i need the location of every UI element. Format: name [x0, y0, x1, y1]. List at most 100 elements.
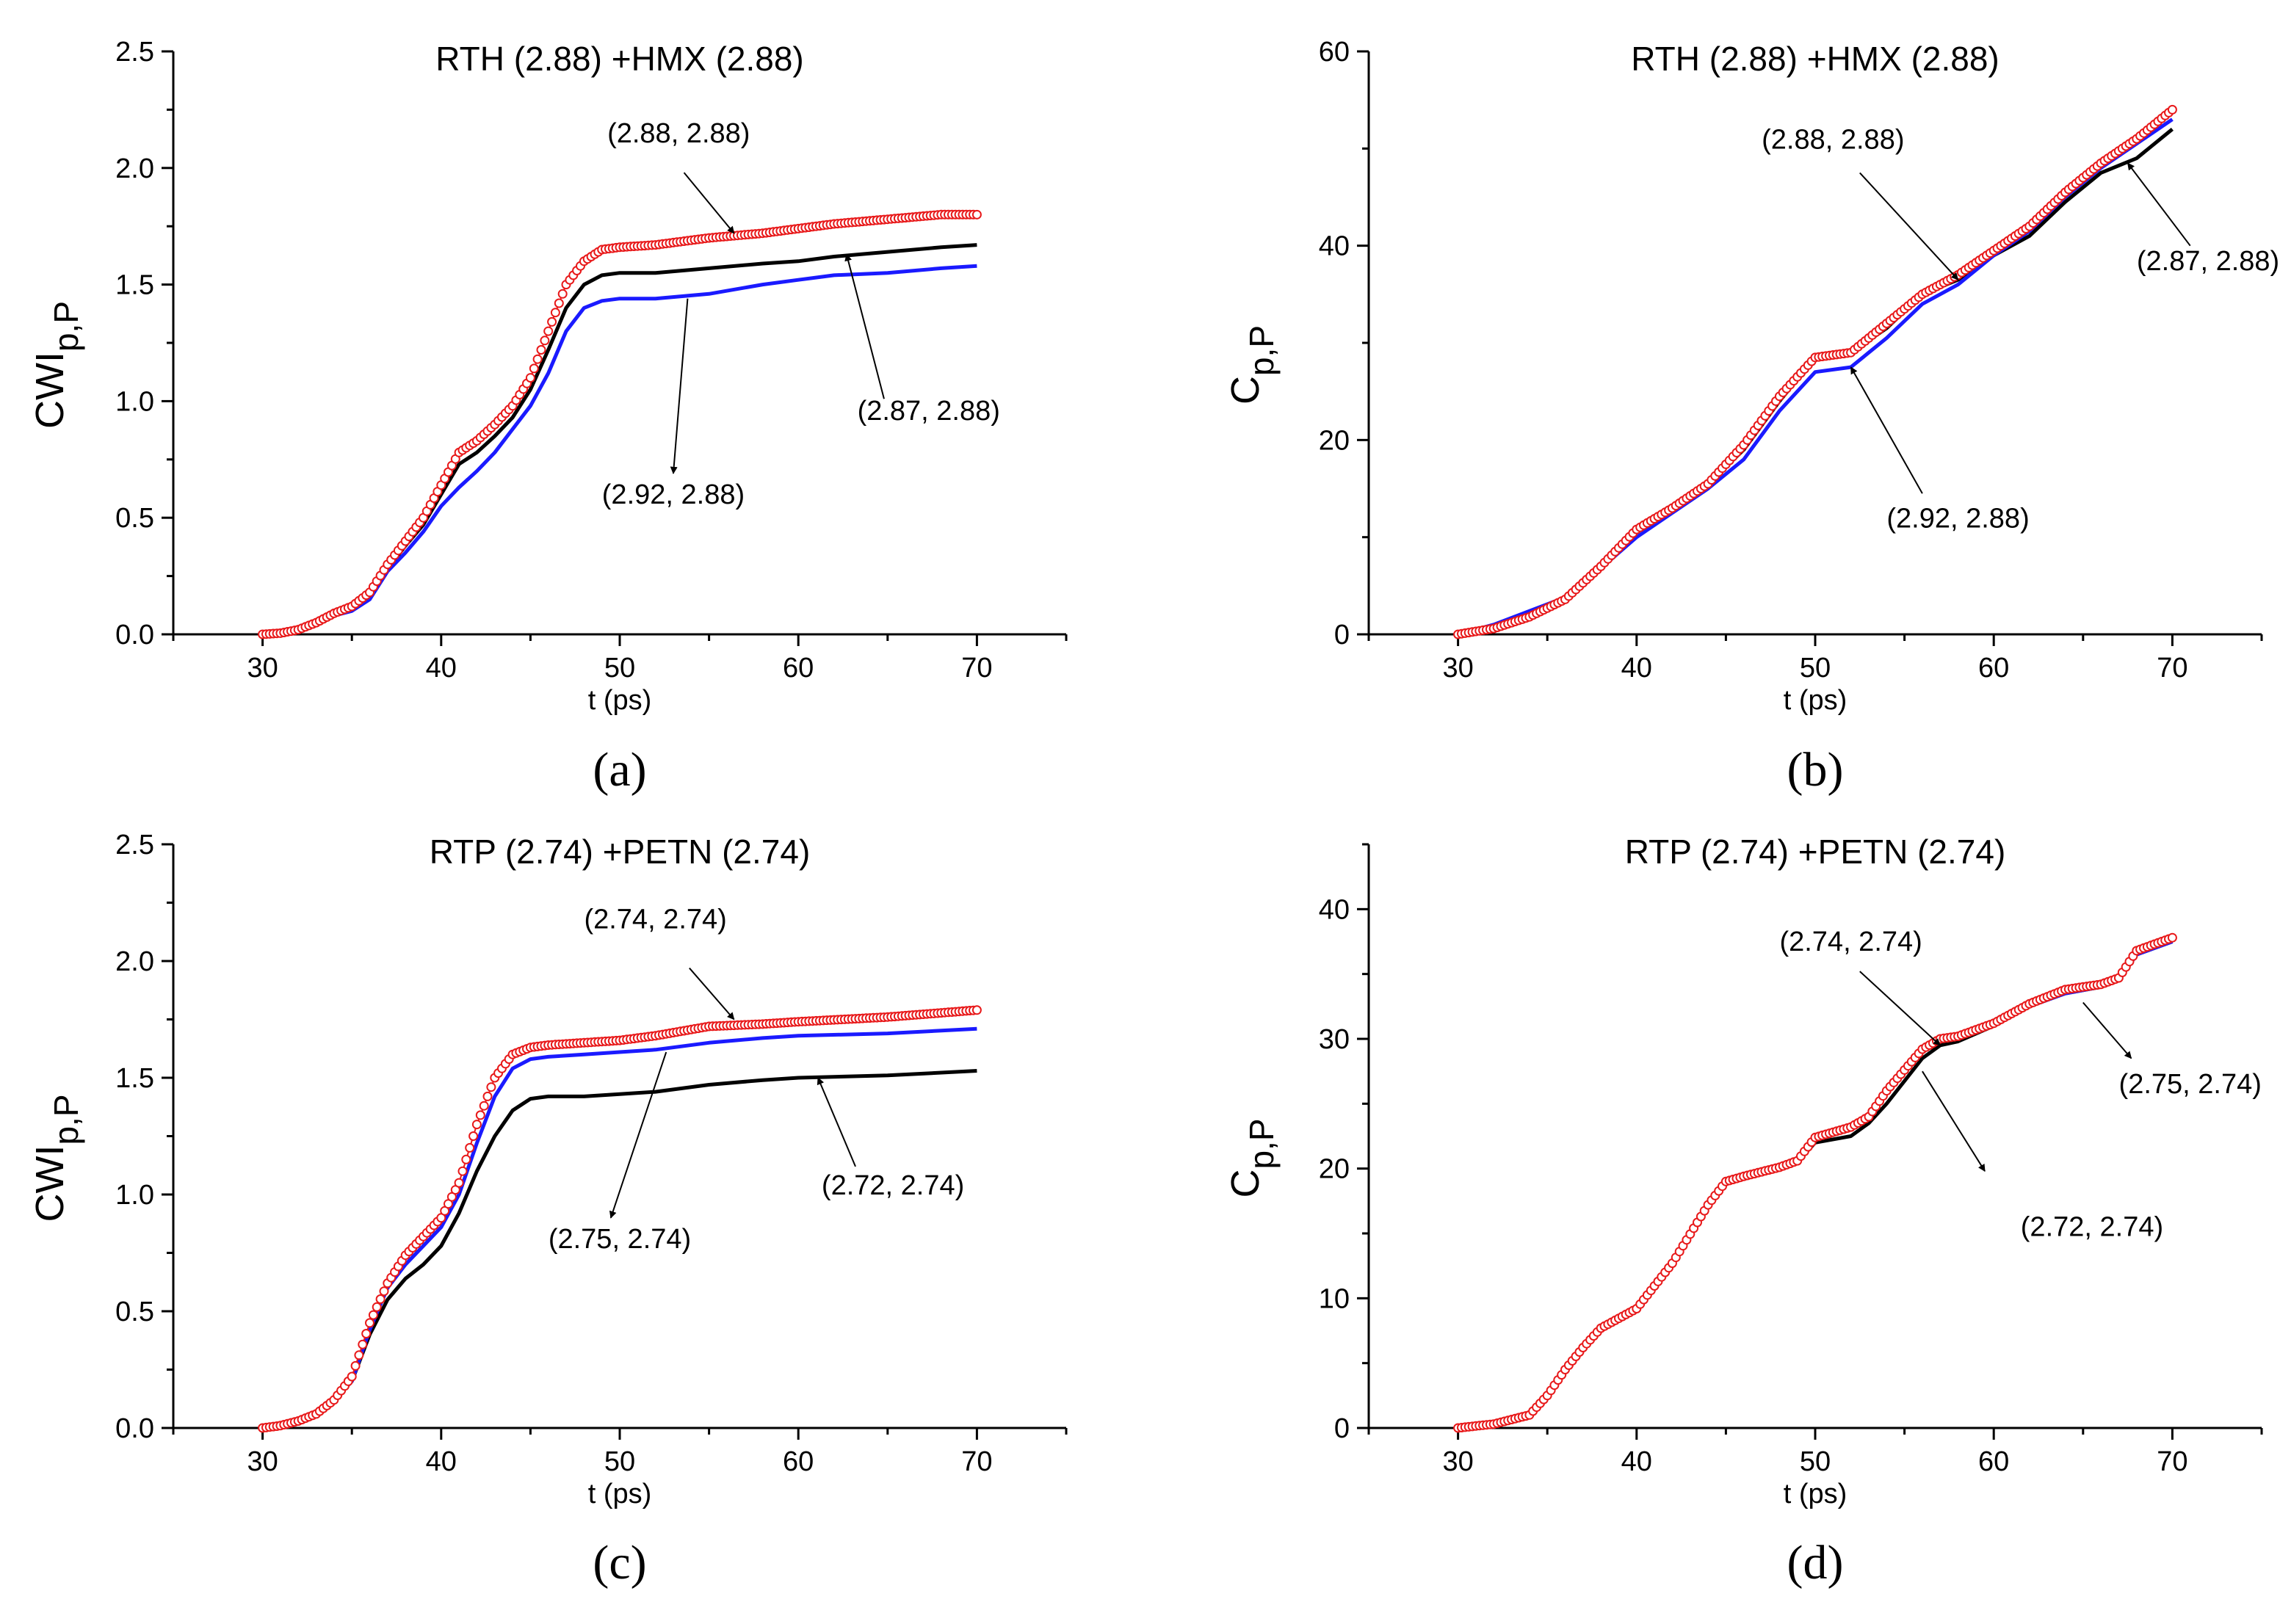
chart-title: RTP (2.74) +PETN (2.74) [430, 833, 811, 871]
series-line-(2.92, 2.88) [262, 264, 977, 637]
data-point [461, 1154, 471, 1164]
data-point [468, 1131, 479, 1141]
series-line-(2.72, 2.74) [1458, 940, 2174, 1430]
y-tick-label: 20 [1319, 425, 1350, 456]
y-tick-label: 0.5 [115, 503, 154, 534]
y-tick-label: 0.0 [115, 620, 154, 650]
x-axis-label: t (ps) [1784, 1479, 1847, 1509]
data-point [379, 1286, 389, 1297]
y-tick-label: 1.0 [115, 1180, 154, 1211]
x-tick-label: 50 [1800, 1446, 1831, 1477]
data-point [540, 336, 550, 346]
x-tick-label: 60 [1978, 653, 2009, 684]
y-tick-label: 30 [1319, 1024, 1350, 1055]
data-point [543, 326, 554, 336]
data-point [465, 1142, 475, 1153]
chart-title: RTP (2.74) +PETN (2.74) [1625, 833, 2006, 871]
data-point [557, 289, 568, 299]
x-tick-label: 70 [961, 653, 992, 684]
data-point [482, 1091, 493, 1101]
x-tick-label: 70 [961, 1446, 992, 1477]
y-tick-label: 60 [1319, 37, 1350, 68]
y-tick-label: 2.5 [115, 830, 154, 860]
y-tick-label: 20 [1319, 1154, 1350, 1185]
data-point [347, 1371, 357, 1382]
series-line-(2.74, 2.74) [262, 1009, 977, 1429]
x-axis-label: t (ps) [588, 1479, 652, 1509]
series-line-(2.87, 2.88) [1458, 127, 2174, 637]
y-axis-label-main: CWI [28, 352, 72, 429]
data-point [454, 1178, 464, 1188]
data-point [358, 1339, 368, 1349]
chart-panel-1: 30 40 50 60 70 0.0 0.5 1.0 1.5 2.0 2.5 RTH (2.88) +… [28, 37, 1068, 797]
data-point [350, 1360, 361, 1371]
x-tick-label: 30 [1442, 1446, 1473, 1477]
annotation-label: (2.88, 2.88) [607, 118, 750, 149]
y-tick-label: 2.0 [115, 153, 154, 184]
annotation-label: (2.87, 2.88) [858, 396, 1000, 427]
annotation-label: (2.87, 2.88) [2137, 246, 2279, 277]
annotation-arrow [844, 253, 885, 399]
y-axis-label: Cp,P [1223, 1118, 1281, 1197]
y-axis-label-sub: p,P [1242, 325, 1281, 376]
data-point [536, 345, 546, 355]
x-tick-label: 30 [247, 653, 278, 684]
annotation-arrow [1859, 971, 1941, 1046]
annotation-label: (2.75, 2.74) [549, 1224, 691, 1255]
x-tick-label: 50 [1800, 653, 1831, 684]
annotation-label: (2.88, 2.88) [1762, 124, 1904, 155]
data-point [2167, 104, 2177, 115]
y-axis-label-sub: p,P [47, 1094, 85, 1145]
data-point [457, 1166, 468, 1176]
data-point [365, 1318, 374, 1328]
chart-title: RTH (2.88) +HMX (2.88) [1631, 40, 1999, 78]
y-axis-label-main: C [1223, 376, 1267, 405]
data-point [486, 1082, 496, 1092]
x-tick-label: 40 [426, 653, 457, 684]
chart-title: RTH (2.88) +HMX (2.88) [435, 40, 803, 78]
data-point [554, 298, 564, 308]
x-tick-label: 50 [604, 1446, 635, 1477]
data-point [354, 1350, 364, 1360]
data-point [372, 1302, 382, 1312]
x-tick-label: 70 [2157, 653, 2187, 684]
data-point [525, 373, 535, 383]
y-tick-label: 1.0 [115, 386, 154, 417]
y-tick-label: 0 [1334, 1413, 1350, 1444]
y-tick-label: 1.5 [115, 270, 154, 301]
y-tick-label: 2.5 [115, 37, 154, 68]
data-point [529, 363, 539, 374]
chart-panel-4: 30 40 50 60 70 0 10 20 30 40 RTP (2.74) +PETN (2.7… [1223, 833, 2263, 1589]
x-tick-label: 30 [247, 1446, 278, 1477]
series-line-(2.87, 2.88) [262, 243, 977, 637]
data-point [2167, 932, 2177, 943]
series-line-(2.74, 2.74) [1458, 937, 2173, 1429]
chart-panel-2: 30 40 50 60 70 0 20 40 60 RTH (2.88) +HMX (2.88) t… [1223, 37, 2279, 797]
annotation-arrow [2127, 162, 2191, 247]
y-axis-label: Cp,P [1223, 325, 1281, 405]
x-tick-label: 40 [426, 1446, 457, 1477]
data-point [547, 316, 557, 327]
annotation-label: (2.74, 2.74) [584, 904, 726, 935]
annotation-arrow [817, 1077, 856, 1167]
panel-label: (c) [593, 1536, 646, 1589]
annotation-label: (2.92, 2.88) [1886, 503, 2029, 534]
y-axis-label-sub: p,P [47, 301, 85, 352]
panel-label: (a) [593, 743, 646, 797]
x-tick-label: 70 [2157, 1446, 2187, 1477]
series-markers [258, 209, 982, 639]
series-line-(2.75, 2.74) [1458, 940, 2174, 1430]
x-axis-label: t (ps) [1784, 685, 1847, 716]
x-tick-label: 60 [1978, 1446, 2009, 1477]
data-point [532, 354, 543, 364]
series-markers [1453, 932, 2177, 1433]
y-tick-label: 1.5 [115, 1063, 154, 1094]
annotation-label: (2.72, 2.74) [2021, 1212, 2163, 1243]
chart-panel-3: 30 40 50 60 70 0.0 0.5 1.0 1.5 2.0 2.5 RTP (2.74) +… [28, 830, 1068, 1589]
annotation-arrow [683, 172, 735, 234]
y-tick-label: 0.0 [115, 1413, 154, 1444]
x-tick-label: 40 [1621, 653, 1652, 684]
y-tick-label: 2.0 [115, 946, 154, 977]
annotation-label: (2.74, 2.74) [1779, 927, 1922, 957]
